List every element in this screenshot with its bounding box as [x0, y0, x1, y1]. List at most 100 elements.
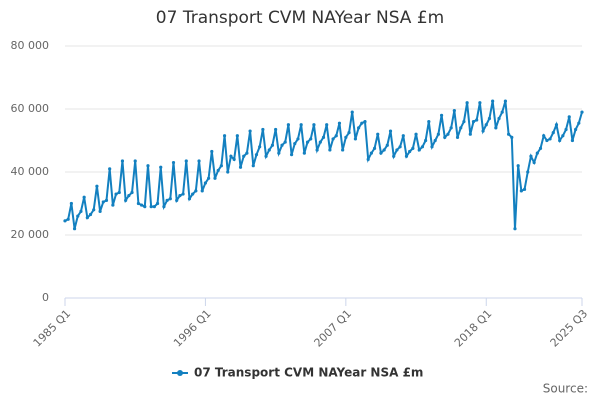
data-point: [321, 135, 326, 139]
data-point: [357, 126, 361, 130]
x-tick-label: 1985 Q1: [31, 307, 74, 350]
data-point: [535, 151, 539, 155]
data-point: [165, 198, 169, 202]
data-point: [261, 127, 265, 132]
data-point: [424, 138, 428, 143]
data-point: [226, 170, 230, 174]
data-point: [168, 197, 172, 201]
data-point: [430, 145, 434, 149]
x-tick-label: 2018 Q1: [452, 307, 495, 350]
data-point: [462, 120, 466, 124]
data-point: [315, 148, 319, 152]
data-point: [404, 154, 409, 158]
data-point: [101, 200, 105, 204]
legend-marker: [177, 370, 183, 376]
data-point: [577, 121, 581, 125]
data-point: [85, 216, 89, 220]
data-point: [347, 131, 351, 135]
data-point: [305, 140, 310, 144]
data-point: [538, 146, 543, 150]
data-point: [468, 132, 472, 136]
data-point: [63, 219, 67, 223]
data-point: [471, 120, 476, 124]
data-point: [570, 138, 575, 143]
data-point: [302, 151, 306, 155]
data-point: [516, 164, 520, 168]
data-point: [149, 205, 153, 209]
data-point: [334, 134, 338, 138]
data-point: [385, 143, 389, 147]
data-point: [130, 190, 134, 195]
data-point: [318, 140, 322, 144]
data-point: [133, 159, 137, 163]
data-point: [92, 208, 96, 212]
data-point: [191, 192, 195, 196]
data-point: [382, 148, 386, 152]
data-point: [187, 197, 192, 201]
data-point: [267, 148, 271, 152]
data-point: [82, 195, 86, 199]
data-point: [420, 145, 425, 149]
legend-label: 07 Transport CVM NAYear NSA £m: [194, 366, 423, 380]
data-point: [98, 209, 102, 213]
data-point: [506, 132, 511, 136]
data-point: [395, 148, 399, 152]
data-point: [79, 209, 83, 213]
data-point: [564, 127, 568, 132]
data-point: [443, 135, 447, 139]
data-point: [66, 217, 70, 221]
data-point: [459, 126, 463, 130]
data-point: [139, 203, 144, 207]
data-point: [388, 129, 393, 133]
data-point: [337, 121, 342, 125]
data-point: [146, 164, 150, 168]
data-point: [328, 148, 332, 152]
data-point: [379, 151, 383, 155]
data-point: [497, 116, 501, 121]
data-point: [219, 164, 223, 168]
data-point: [238, 165, 243, 169]
data-point: [254, 153, 259, 157]
data-point: [491, 99, 495, 103]
data-point: [376, 132, 380, 136]
data-point: [484, 123, 488, 127]
data-point: [522, 187, 527, 191]
data-point: [251, 164, 255, 168]
data-point: [574, 127, 578, 132]
data-point: [143, 205, 147, 209]
data-point: [325, 123, 329, 127]
data-point: [232, 157, 236, 161]
y-tick-label: 40 000: [11, 165, 50, 178]
data-point: [309, 137, 313, 141]
chart-title: 07 Transport CVM NAYear NSA £m: [156, 8, 444, 28]
data-point: [551, 131, 555, 135]
data-point: [398, 145, 402, 149]
data-point: [69, 201, 73, 206]
y-tick-label: 80 000: [11, 39, 50, 52]
data-point: [104, 198, 109, 202]
data-point: [350, 110, 354, 114]
data-point: [353, 137, 358, 141]
data-point: [411, 146, 415, 150]
data-point: [248, 129, 252, 133]
data-point: [580, 110, 584, 114]
data-point: [178, 194, 182, 198]
data-point: [567, 115, 571, 119]
data-point: [519, 189, 523, 193]
data-point: [331, 137, 335, 141]
data-point: [235, 134, 239, 138]
data-point: [510, 135, 514, 139]
y-tick-label: 60 000: [11, 102, 50, 115]
data-point: [127, 194, 131, 198]
data-point: [283, 140, 287, 144]
data-point: [548, 137, 552, 141]
data-point: [366, 157, 370, 161]
data-point: [481, 129, 485, 133]
data-point: [270, 143, 275, 147]
data-point: [542, 134, 546, 138]
data-point: [475, 118, 479, 122]
x-tick-label: 2025 Q3: [548, 307, 591, 350]
data-point: [213, 176, 217, 180]
data-point: [369, 151, 373, 155]
data-point: [439, 113, 444, 117]
